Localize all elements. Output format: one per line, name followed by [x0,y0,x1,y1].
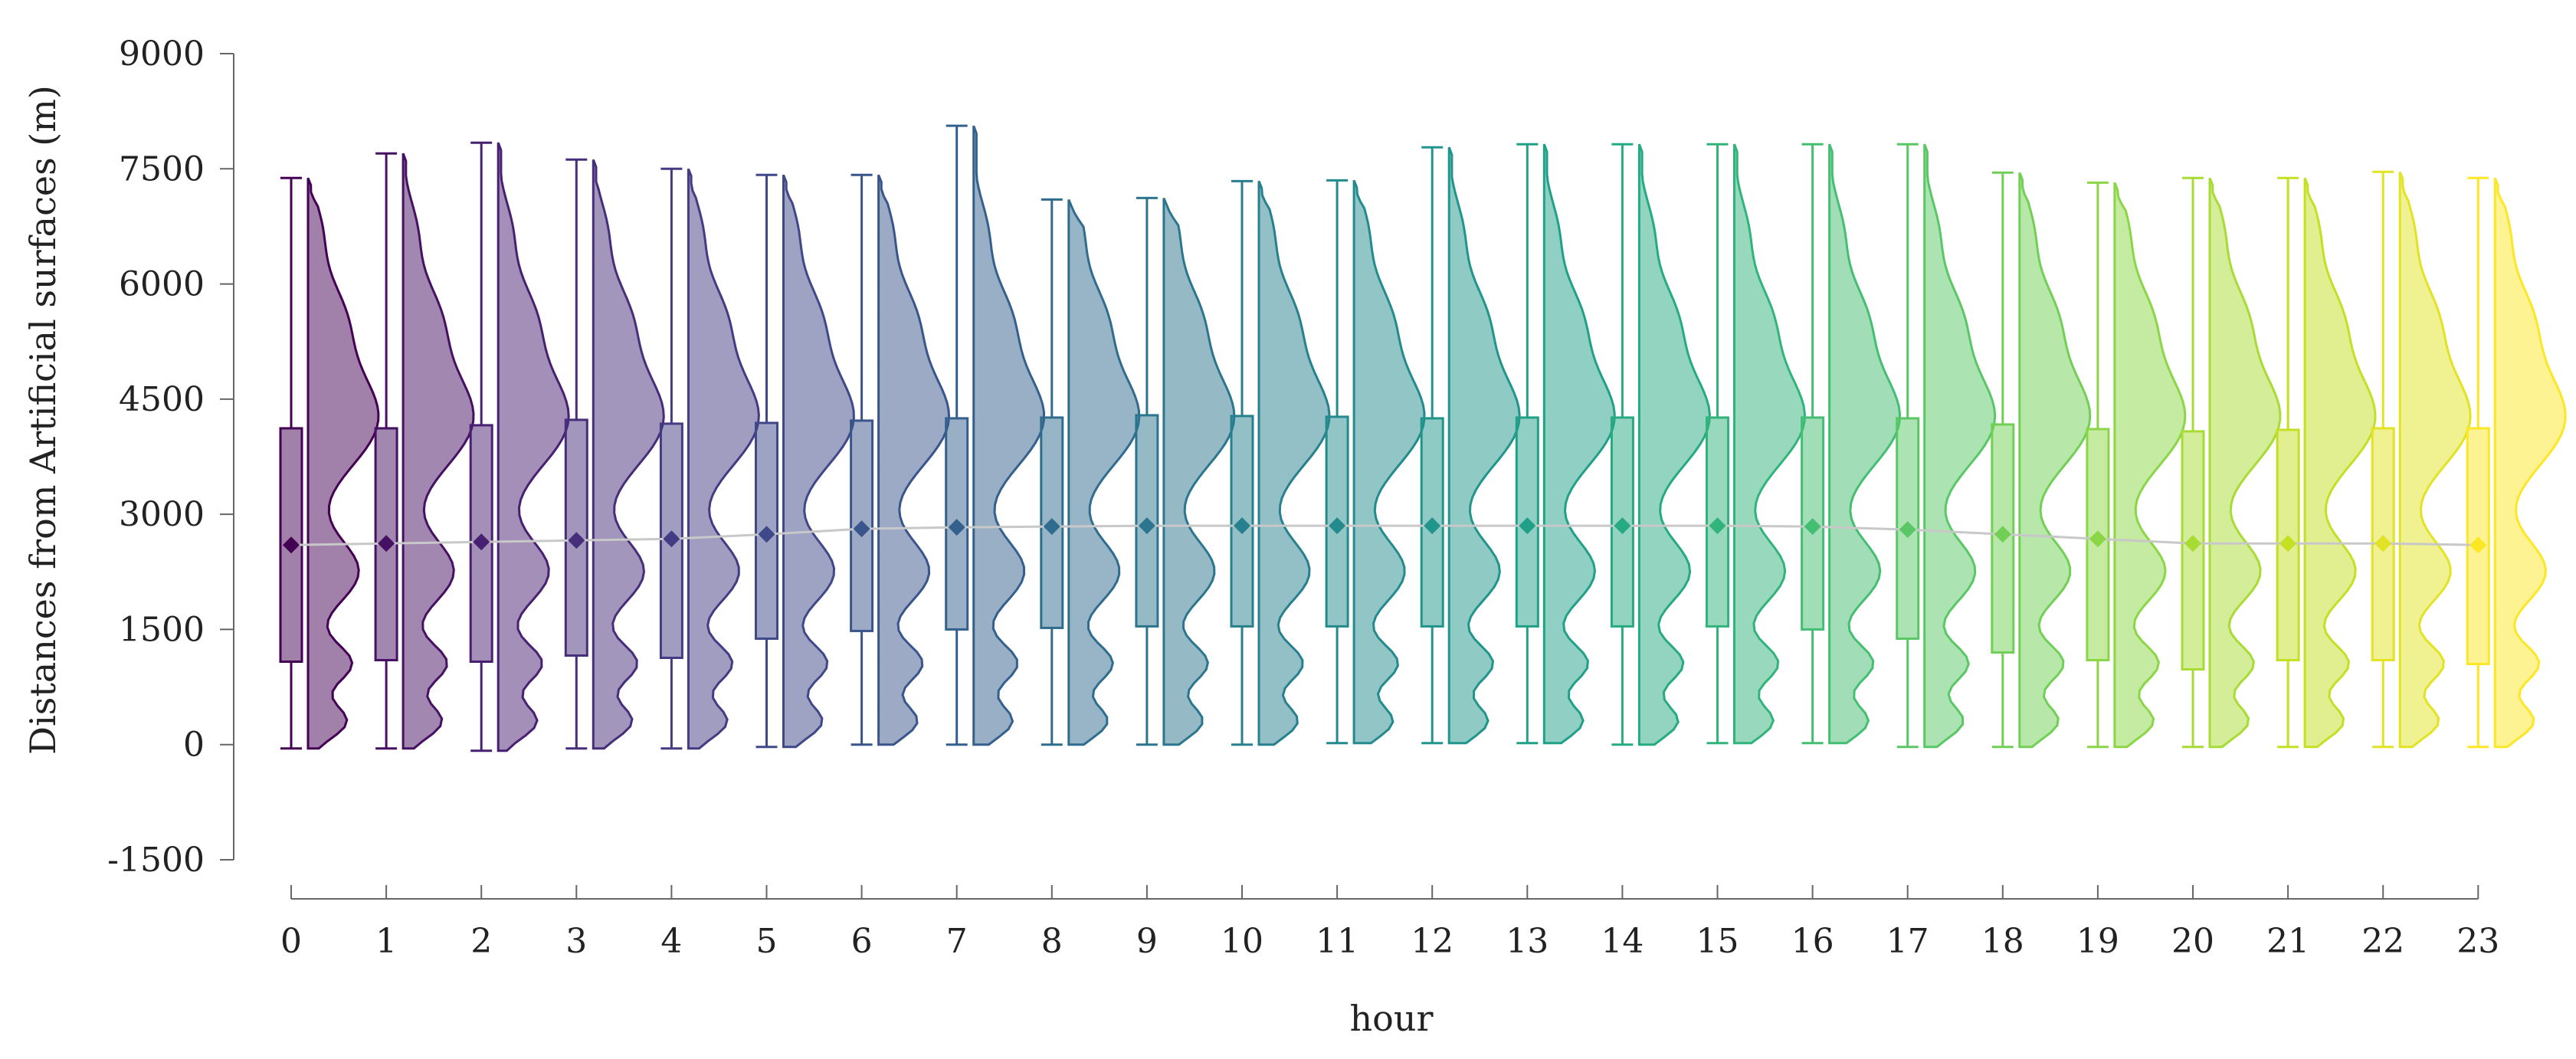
x-tick-label: 10 [1221,922,1263,961]
mean-marker-hour-1 [378,535,395,552]
y-tick-label: 4500 [119,380,205,419]
y-tick-label: 1500 [119,610,205,649]
violins [306,125,2567,752]
boxplots [279,124,2490,752]
mean-marker-hour-10 [1234,517,1250,535]
mean-trend-line [290,524,2479,546]
y-tick-label: 0 [183,726,205,765]
mean-marker-hour-21 [2279,535,2297,552]
x-tick-label: 8 [1041,922,1063,961]
violin-hour-21 [2303,177,2377,749]
mean-marker-hour-12 [1424,517,1441,535]
x-tick-label: 16 [1791,922,1834,961]
mean-marker-hour-19 [2089,530,2106,548]
box-hour-15 [1706,416,1729,628]
y-axis: -1500 0 1500 3000 4500 6000 7500 9000 [107,34,234,880]
violin-hour-2 [497,142,570,752]
mean-marker-hour-18 [1994,526,2011,543]
violin-hour-22 [2398,171,2472,749]
x-tick-label: 5 [756,922,778,961]
violin-hour-19 [2113,182,2187,749]
x-tick-label: 4 [660,922,682,961]
violin-hour-18 [2018,172,2092,749]
x-tick-label: 17 [1886,922,1929,961]
x-tick-label: 20 [2171,922,2214,961]
violin-hour-15 [1733,143,1806,745]
violin-hour-4 [687,168,760,750]
mean-marker-hour-8 [1043,518,1060,536]
violin-hour-14 [1637,143,1711,746]
mean-marker-hour-2 [473,533,490,551]
violin-hour-16 [1828,143,1902,745]
violin-hour-1 [401,152,475,750]
mean-marker-hour-14 [1614,517,1631,535]
x-tick-label: 6 [851,922,873,961]
x-tick-label: 1 [375,922,397,961]
y-tick-label: 7500 [119,149,205,189]
x-tick-label: 23 [2456,922,2499,961]
mean-marker-hour-4 [663,530,680,548]
violin-hour-6 [877,174,951,746]
mean-marker-hour-22 [2374,535,2392,552]
y-tick-label: 9000 [119,34,205,74]
violin-hour-11 [1352,179,1426,745]
mean-marker-hour-20 [2184,535,2201,552]
box-hour-19 [2086,428,2110,662]
mean-marker-hour-15 [1709,517,1726,535]
violin-hour-17 [1923,143,1997,749]
violin-hour-12 [1447,146,1521,745]
mean-marker-hour-11 [1329,517,1346,535]
mean-marker-hour-0 [283,536,300,554]
mean-marker-hour-7 [948,519,965,536]
violin-hour-0 [306,177,380,750]
mean-marker-hour-17 [1899,521,1916,539]
x-tick-label: 13 [1506,922,1549,961]
violin-hour-20 [2208,177,2282,749]
x-tick-label: 7 [946,922,968,961]
violin-hour-23 [2493,177,2567,749]
x-tick-label: 22 [2361,922,2404,961]
mean-marker-hour-9 [1138,517,1155,535]
violin-hour-8 [1067,198,1141,746]
y-axis-title: Distances from Artificial surfaces (m) [22,85,64,755]
x-tick-label: 2 [470,922,492,961]
violin-hour-5 [782,174,855,749]
x-tick-label: 11 [1316,922,1358,961]
x-axis: 0 1 2 3 4 5 6 7 8 9 10 11 12 13 14 15 16 17 18 19 20 21 22 23 [280,885,2499,961]
y-tick-label: 6000 [119,265,205,304]
x-tick-label: 15 [1696,922,1739,961]
mean-marker-hour-16 [1804,518,1821,536]
y-tick-label: -1500 [107,841,205,880]
mean-marker-hour-6 [853,520,870,538]
mean-markers [283,517,2487,554]
violin-hour-7 [972,125,1045,746]
mean-marker-hour-5 [758,526,775,543]
x-tick-label: 9 [1136,922,1158,961]
x-tick-label: 18 [1981,922,2024,961]
x-tick-label: 19 [2076,922,2119,961]
y-tick-label: 3000 [119,495,205,534]
x-tick-label: 0 [280,922,302,961]
mean-marker-hour-23 [2469,536,2487,554]
violin-hour-10 [1257,180,1331,746]
violin-hour-3 [592,159,665,750]
x-tick-label: 3 [565,922,587,961]
x-tick-label: 21 [2266,922,2309,961]
x-tick-label: 12 [1411,922,1454,961]
violin-hour-9 [1162,197,1236,746]
violin-hour-13 [1542,143,1616,745]
mean-marker-hour-13 [1519,517,1536,535]
mean-marker-hour-3 [568,532,585,549]
x-tick-label: 14 [1601,922,1644,961]
x-axis-title: hour [1350,998,1434,1039]
